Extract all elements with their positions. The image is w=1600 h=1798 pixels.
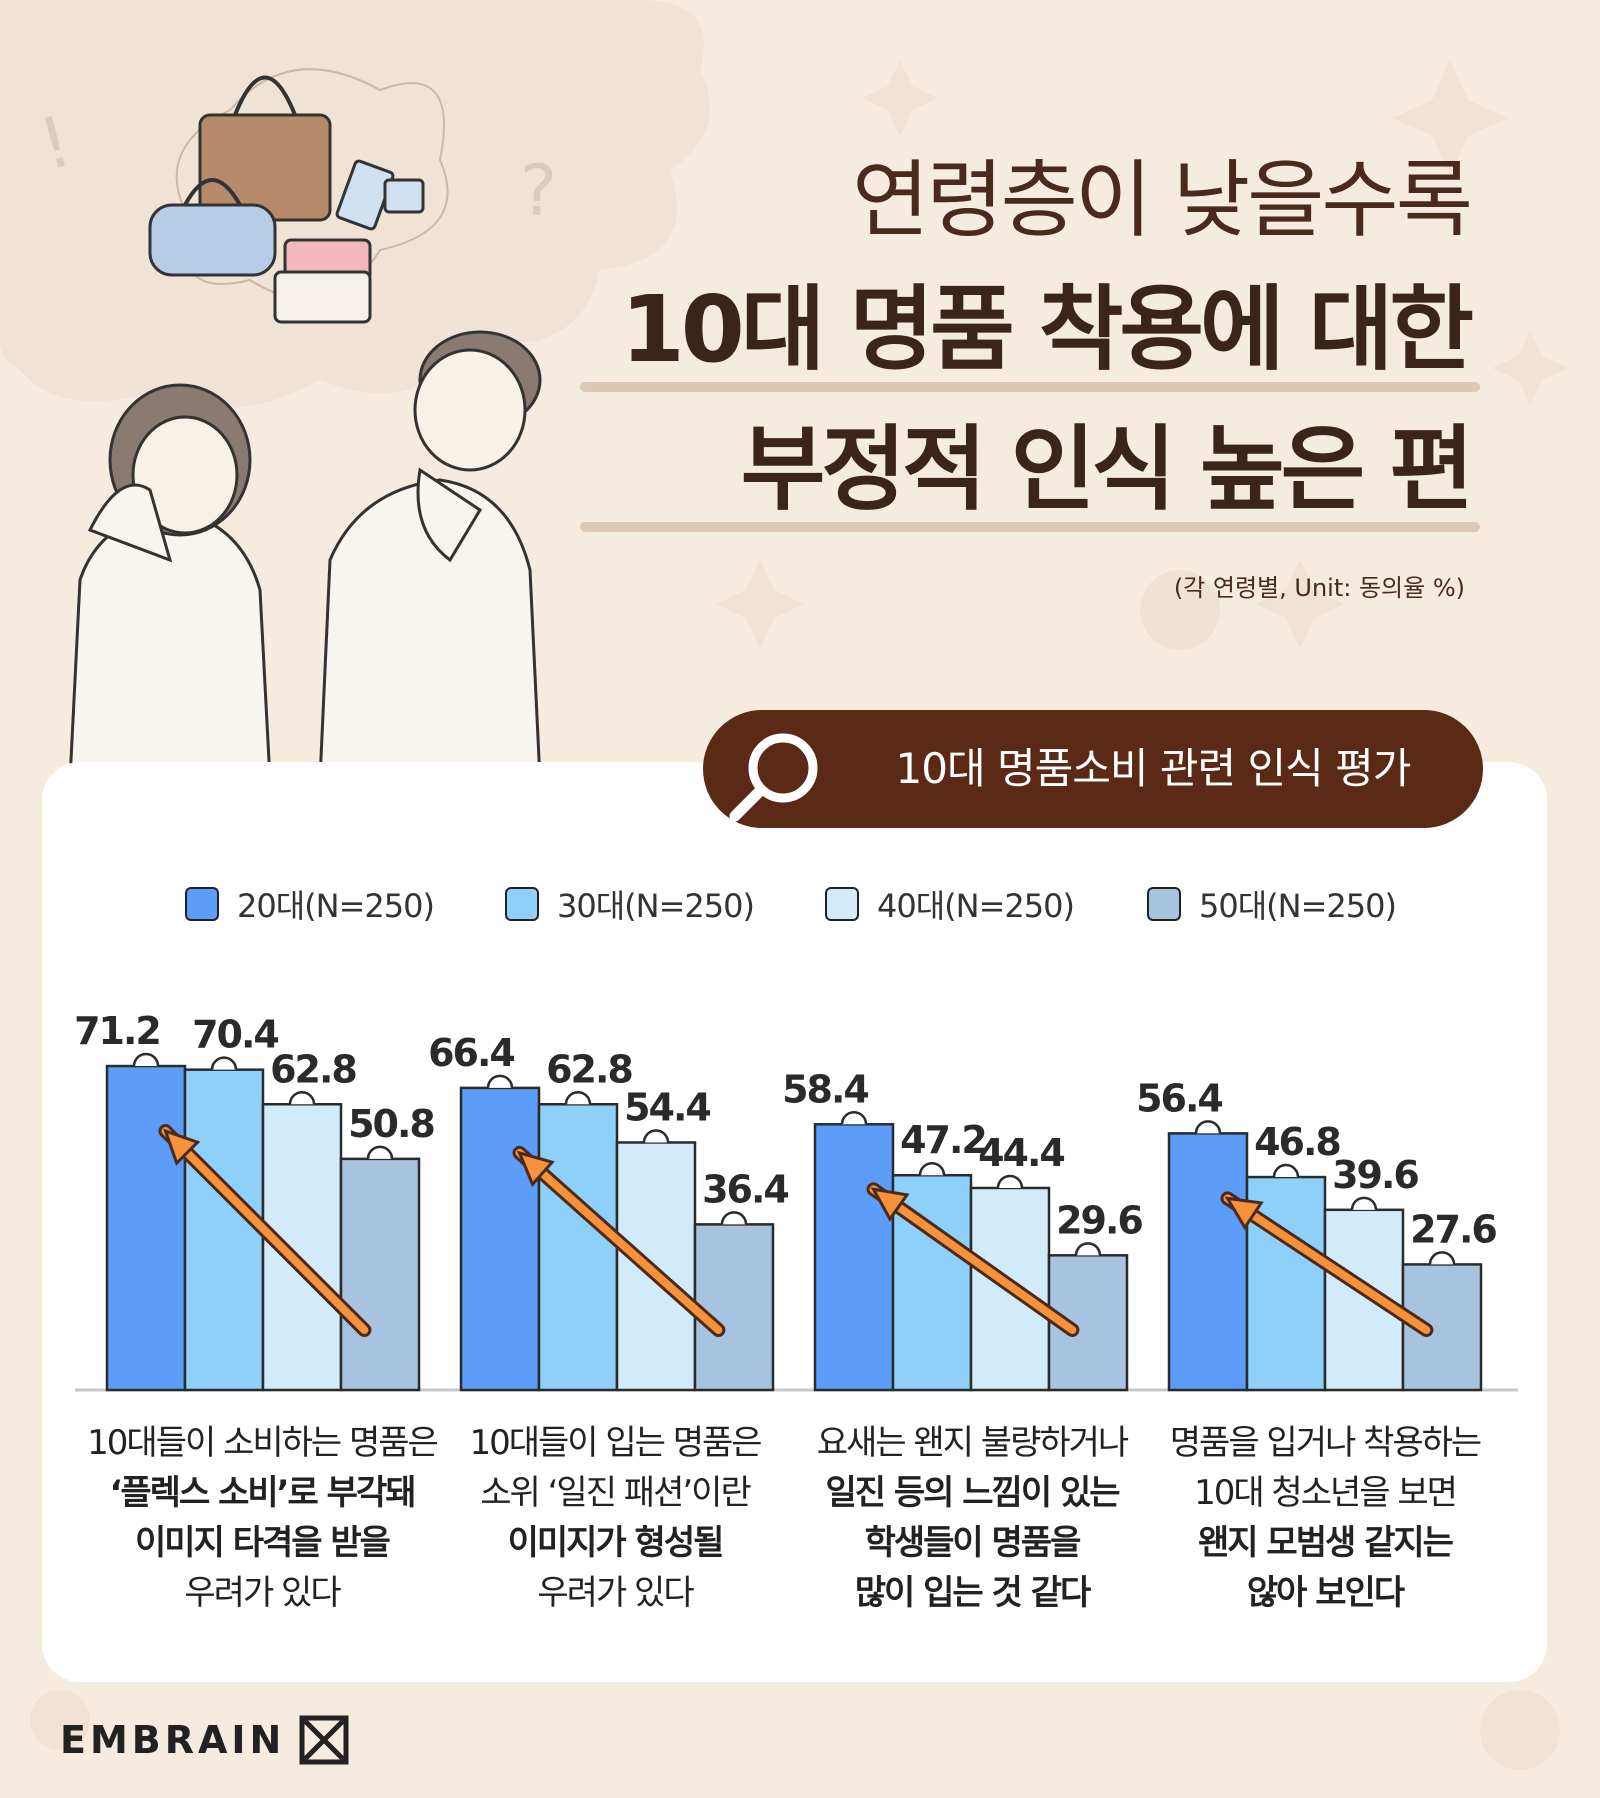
svg-text:?: ? [520,150,557,232]
caption-2-line-1: 10대들이 입는 명품은 [469,1423,762,1463]
legend-swatch-50s [1147,887,1181,921]
section-label: 10대 명품소비 관련 인식 평가 [895,744,1412,793]
legend-item-50s: 50대(N=250) [1147,880,1397,928]
caption-3-line-4: 많이 입는 것 같다 [854,1573,1091,1613]
caption-2-line-2: 소위 ‘일진 패션’이란 [480,1473,751,1513]
category-caption-1: 10대들이 소비하는 명품은 ‘플렉스 소비’로 부각돼 이미지 타격을 받을 … [82,1418,442,1618]
caption-3-line-2: 일진 등의 느낌이 있는 [825,1473,1120,1513]
caption-4-line-1: 명품을 입거나 착용하는 [1169,1423,1482,1463]
caption-1-line-4: 우려가 있다 [184,1573,341,1613]
legend-label-50s: 50대(N=250) [1199,887,1397,925]
caption-3-line-1: 요새는 왠지 불량하거나 [816,1423,1129,1463]
jewelry-box-icon [335,159,425,231]
legend-label-30s: 30대(N=250) [557,887,755,925]
man-thinking-icon [318,330,542,782]
legend-swatch-40s [825,887,859,921]
caption-2-line-3: 이미지가 형성될 [507,1523,725,1563]
title-line-3: 부정적 인식 높은 편 [570,400,1480,540]
legend-item-30s: 30대(N=250) [505,880,755,928]
logo-mark-icon [299,1715,349,1765]
caption-1-line-1: 10대들이 소비하는 명품은 [87,1423,439,1463]
caption-1-line-3: 이미지 타격을 받을 [135,1523,391,1563]
people-illustration [68,330,542,782]
caption-2-line-4: 우려가 있다 [537,1573,694,1613]
title-line-1: 연령층이 낮을수록 [852,151,1473,249]
caption-3-line-3: 학생들이 명품을 [864,1523,1082,1563]
legend-label-20s: 20대(N=250) [237,887,435,925]
woman-thinking-icon [68,383,272,782]
caption-4-line-3: 왠지 모범생 같지는 [1198,1523,1454,1563]
caption-1-line-2: ‘플렉스 소비’로 부각돼 [109,1473,416,1513]
legend-label-40s: 40대(N=250) [877,887,1075,925]
search-icon [729,733,818,822]
legend-item-20s: 20대(N=250) [185,880,435,928]
clutch-icon [273,270,372,324]
thought-cloud-illustration: ! ? [0,0,710,408]
embrain-logo: EMBRAIN [60,1710,349,1770]
logo-text: EMBRAIN [60,1718,286,1762]
title-line-2: 10대 명품 착용에 대한 [570,260,1480,400]
legend-swatch-20s [185,887,219,921]
legend-swatch-30s [505,887,539,921]
category-caption-4: 명품을 입거나 착용하는 10대 청소년을 보면 왠지 모범생 같지는 않아 보… [1145,1418,1505,1618]
chart-legend: 20대(N=250) 30대(N=250) 40대(N=250) 50대(N=2… [185,880,1435,928]
caption-4-line-2: 10대 청소년을 보면 [1194,1473,1458,1513]
category-caption-2: 10대들이 입는 명품은 소위 ‘일진 패션’이란 이미지가 형성될 우려가 있… [435,1418,795,1618]
caption-4-line-4: 않아 보인다 [1246,1573,1405,1613]
category-caption-3: 요새는 왠지 불량하거나 일진 등의 느낌이 있는 학생들이 명품을 많이 입는… [792,1418,1152,1618]
section-label-pill: 10대 명품소비 관련 인식 평가 [703,710,1483,828]
handbag-blue-icon [148,178,277,277]
legend-item-40s: 40대(N=250) [825,880,1075,928]
title-block: 연령층이 낮을수록 10대 명품 착용에 대한 부정적 인식 높은 편 [570,140,1480,540]
unit-note: (각 연령별, Unit: 동의율 %) [1173,574,1465,602]
